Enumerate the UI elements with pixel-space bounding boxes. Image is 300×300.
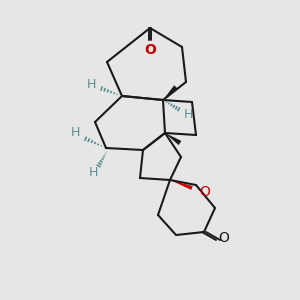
Text: H: H xyxy=(183,109,193,122)
Polygon shape xyxy=(165,133,181,145)
Text: H: H xyxy=(70,125,80,139)
Text: H: H xyxy=(86,77,96,91)
Text: O: O xyxy=(219,231,230,245)
Text: O: O xyxy=(200,185,210,199)
Text: O: O xyxy=(144,43,156,57)
Polygon shape xyxy=(170,180,193,190)
Text: H: H xyxy=(88,167,98,179)
Polygon shape xyxy=(163,85,178,100)
